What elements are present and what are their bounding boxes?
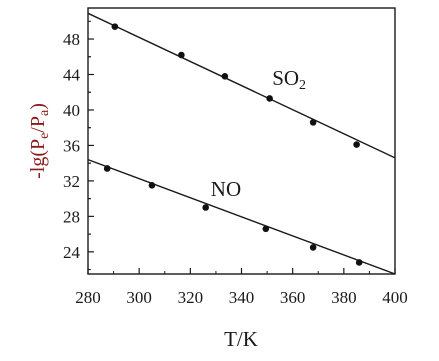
series-label: NO xyxy=(211,177,241,201)
data-point xyxy=(353,141,360,148)
y-tick-label: 32 xyxy=(63,172,80,191)
data-point xyxy=(148,182,156,189)
fit-lines xyxy=(87,12,396,275)
data-point xyxy=(202,204,209,211)
x-tick-label: 380 xyxy=(331,288,357,307)
x-axis-title: T/K xyxy=(224,327,258,351)
x-axis: 280 300 320 340 360 380 400 xyxy=(75,268,408,307)
data-point xyxy=(221,72,229,80)
y-axis-title: -lg(Pe/Pa) xyxy=(27,103,52,179)
data-point xyxy=(103,165,111,172)
x-tick-label: 280 xyxy=(75,288,101,307)
y-axis: 24 28 32 36 40 44 48 xyxy=(63,20,94,271)
y-tick-label: 40 xyxy=(63,101,80,120)
y-tick-label: 48 xyxy=(63,30,80,49)
data-point xyxy=(178,51,185,59)
plot-frame xyxy=(87,7,396,275)
data-point xyxy=(355,259,363,266)
x-tick-label: 320 xyxy=(178,288,204,307)
data-point xyxy=(262,225,270,233)
fit-line xyxy=(87,158,396,275)
y-tick-label: 24 xyxy=(63,243,81,262)
data-point xyxy=(111,23,119,30)
x-tick-label: 300 xyxy=(126,288,152,307)
x-tick-label: 340 xyxy=(229,288,255,307)
series-label: SO2 xyxy=(272,66,306,93)
y-tick-label: 28 xyxy=(63,207,80,226)
series-labels: SO2 NO xyxy=(211,66,306,201)
y-tick-label: 36 xyxy=(63,136,80,155)
y-tick-label: 44 xyxy=(63,66,81,85)
data-point xyxy=(309,244,317,251)
data-point xyxy=(309,119,317,126)
data-points xyxy=(103,23,363,266)
data-point xyxy=(266,95,273,102)
x-tick-label: 400 xyxy=(382,288,408,307)
x-tick-label: 360 xyxy=(280,288,306,307)
fit-line xyxy=(87,12,396,159)
